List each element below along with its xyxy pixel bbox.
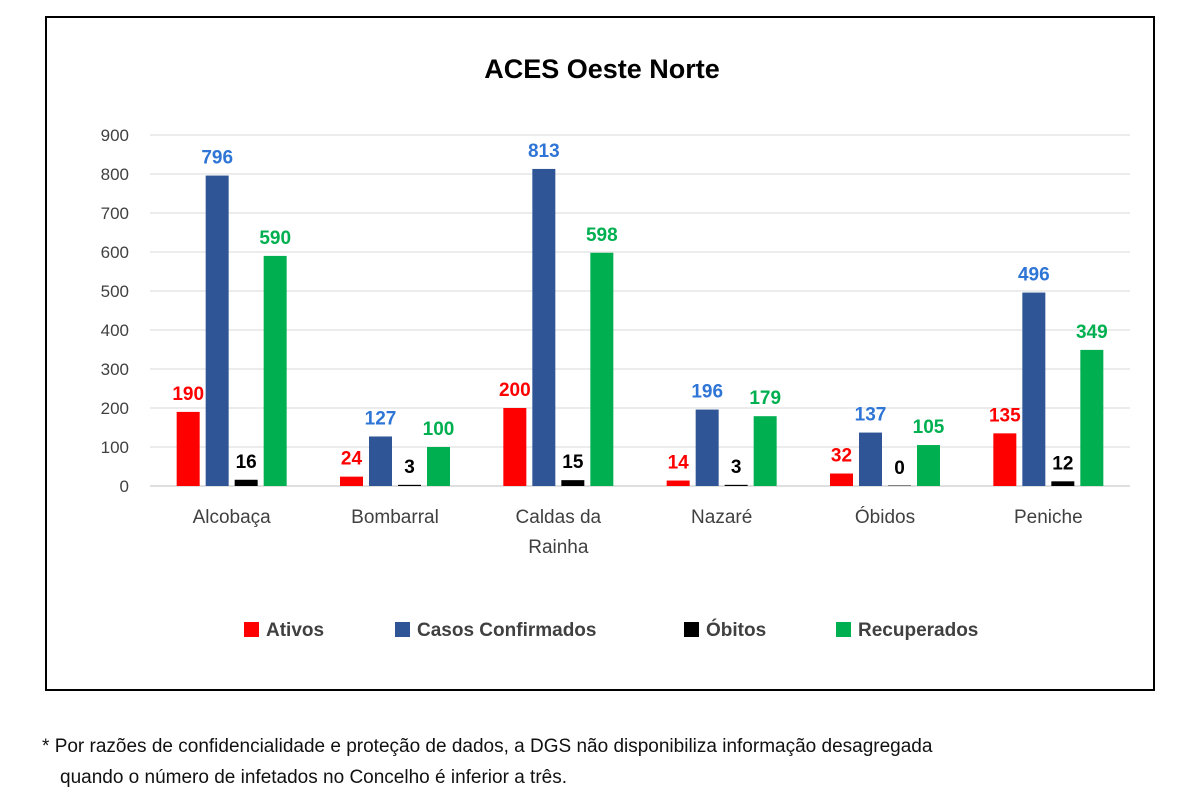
legend-swatch-recuperados [836, 622, 851, 637]
legend-swatch-ativos [244, 622, 259, 637]
data-label-obitos-bombarral: 3 [404, 457, 415, 478]
data-label-ativos-alcobaca: 190 [172, 384, 204, 405]
legend-label-ativos: Ativos [266, 620, 324, 641]
legend-label-obitos: Óbitos [706, 619, 766, 641]
data-label-obitos-obidos: 0 [894, 458, 905, 479]
bar-casos-confirmados-bombarral [369, 436, 392, 486]
footnote-line-1: * Por razões de confidencialidade e prot… [42, 736, 932, 758]
y-tick-label: 0 [120, 477, 129, 496]
data-label-ativos-obidos: 32 [831, 446, 852, 467]
x-tick-label: Bombarral [351, 507, 439, 528]
y-tick-label: 100 [101, 438, 129, 457]
bar-ativos-caldas-da-rainha [503, 408, 527, 486]
bar-ativos-peniche [993, 433, 1017, 486]
data-label-recuperados-peniche: 349 [1076, 322, 1108, 343]
data-label-casos-confirmados-obidos: 137 [855, 405, 887, 426]
bar-ativos-bombarral [340, 476, 363, 486]
x-tick-label: Caldas da [516, 507, 602, 528]
data-label-casos-confirmados-nazare: 196 [691, 382, 723, 403]
data-label-recuperados-obidos: 105 [913, 417, 945, 438]
gridlines [150, 134, 1130, 487]
y-tick-label: 800 [101, 165, 129, 184]
y-tick-label: 300 [101, 360, 129, 379]
data-label-recuperados-alcobaca: 590 [259, 228, 291, 249]
y-tick-label: 900 [101, 126, 129, 145]
chart-title: ACES Oeste Norte [484, 54, 720, 84]
x-tick-label: Peniche [1014, 507, 1083, 528]
legend: Ativos Casos Confirmados Óbitos Recuperados [244, 619, 978, 641]
y-tick-label: 200 [101, 399, 129, 418]
bar-obitos-obidos [888, 485, 911, 486]
bar-obitos-alcobaca [234, 479, 258, 486]
bar-recuperados-bombarral [427, 447, 450, 486]
bar-recuperados-obidos [917, 445, 940, 486]
data-label-ativos-peniche: 135 [989, 405, 1021, 426]
data-label-casos-confirmados-caldas-da-rainha: 813 [528, 141, 560, 162]
x-axis-ticks: Alcobaça Bombarral Caldas da Rainha Nazaré Ób… [193, 506, 1083, 558]
footnote-marker: * [42, 736, 50, 757]
data-label-casos-confirmados-alcobaca: 796 [201, 148, 233, 169]
legend-label-casos-confirmados: Casos Confirmados [417, 620, 596, 641]
bar-ativos-obidos [830, 473, 853, 486]
chart-frame: ACES Oeste Norte 0 100 200 300 400 500 600 700 8… [45, 16, 1155, 691]
bar-recuperados-peniche [1080, 349, 1104, 486]
data-label-recuperados-caldas-da-rainha: 598 [586, 225, 618, 246]
x-tick-label: Alcobaça [193, 507, 272, 528]
footnote-line-2: quando o número de infetados no Concelho… [60, 767, 567, 789]
data-label-obitos-peniche: 12 [1052, 453, 1073, 474]
bar-casos-confirmados-nazare [695, 409, 719, 486]
data-label-ativos-bombarral: 24 [341, 449, 363, 470]
x-tick-label: Óbidos [855, 506, 915, 528]
data-label-ativos-caldas-da-rainha: 200 [499, 380, 531, 401]
bar-recuperados-caldas-da-rainha [590, 252, 614, 486]
bar-casos-confirmados-caldas-da-rainha [532, 168, 556, 486]
bar-casos-confirmados-peniche [1022, 292, 1046, 486]
legend-label-recuperados: Recuperados [858, 620, 978, 641]
data-label-obitos-nazare: 3 [731, 457, 742, 478]
footnote-text-2: quando o número de infetados no Concelho… [60, 767, 567, 788]
bar-chart: ACES Oeste Norte 0 100 200 300 400 500 600 700 8… [101, 54, 1130, 641]
bar-recuperados-alcobaca [263, 255, 287, 486]
bar-recuperados-nazare [753, 416, 777, 486]
bar-casos-confirmados-obidos [859, 432, 882, 486]
footnote-text-1: Por razões de confidencialidade e proteç… [54, 736, 933, 757]
bar-obitos-caldas-da-rainha [561, 480, 585, 486]
bar-casos-confirmados-alcobaca [205, 175, 229, 486]
data-label-recuperados-nazare: 179 [749, 388, 781, 409]
bar-ativos-nazare [666, 480, 690, 486]
data-label-casos-confirmados-peniche: 496 [1018, 265, 1050, 286]
bar-obitos-nazare [724, 484, 748, 486]
legend-swatch-casos-confirmados [395, 622, 410, 637]
legend-swatch-obitos [684, 622, 699, 637]
y-tick-label: 500 [101, 282, 129, 301]
bar-obitos-bombarral [398, 484, 421, 486]
bar-ativos-alcobaca [176, 411, 200, 486]
x-tick-label: Rainha [528, 537, 589, 558]
y-axis-ticks: 0 100 200 300 400 500 600 700 800 900 [101, 126, 129, 496]
x-tick-label: Nazaré [691, 507, 752, 528]
data-label-obitos-caldas-da-rainha: 15 [562, 452, 584, 473]
bars [176, 168, 1104, 486]
bar-obitos-peniche [1051, 481, 1075, 486]
data-label-ativos-nazare: 14 [668, 453, 690, 474]
y-tick-label: 700 [101, 204, 129, 223]
data-label-casos-confirmados-bombarral: 127 [365, 408, 397, 429]
y-tick-label: 400 [101, 321, 129, 340]
data-label-recuperados-bombarral: 100 [423, 419, 455, 440]
y-tick-label: 600 [101, 243, 129, 262]
data-label-obitos-alcobaca: 16 [236, 452, 257, 473]
